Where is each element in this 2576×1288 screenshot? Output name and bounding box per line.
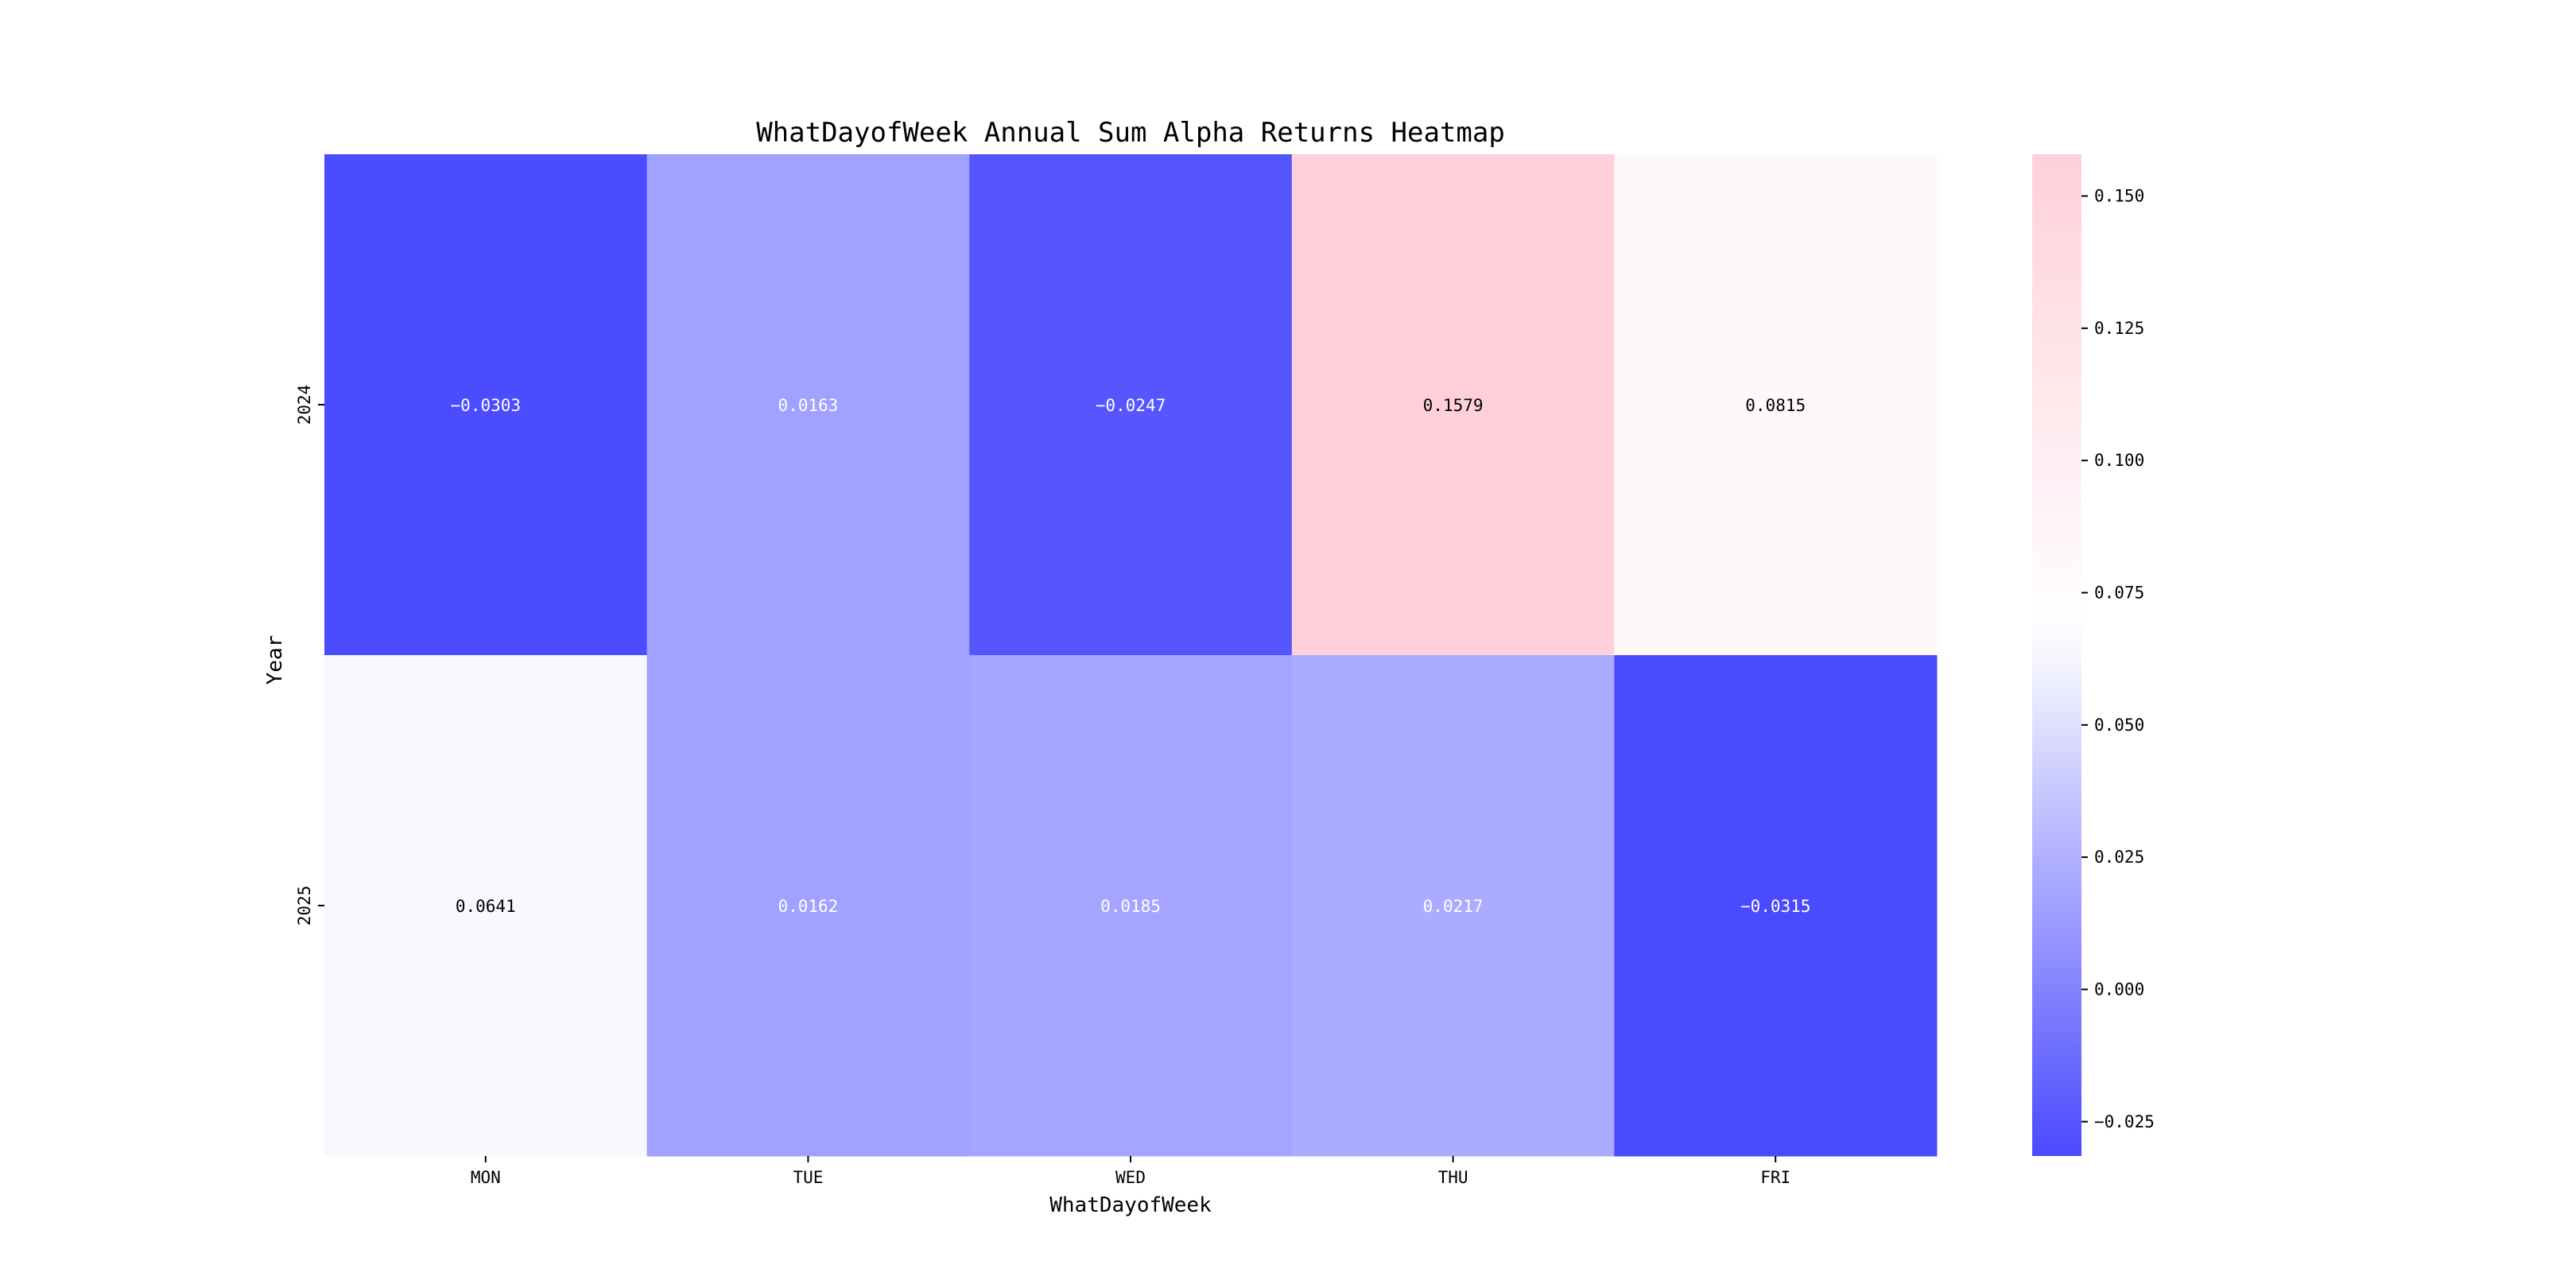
cell-value-label: 0.0217 <box>1423 897 1484 916</box>
y-tick-label: 2025 <box>295 886 314 926</box>
y-axis-ticks: 2024 2025 <box>295 385 324 926</box>
cell-value-label: 0.0163 <box>778 396 838 415</box>
x-tick-label: TUE <box>793 1168 823 1187</box>
colorbar: 0.150 0.125 0.100 0.075 0.050 0.025 0.000 −0.02… <box>2032 154 2155 1156</box>
cell-value-label: 0.0185 <box>1100 897 1161 916</box>
x-tick-label: THU <box>1438 1168 1468 1187</box>
cell-value-label: −0.0247 <box>1096 396 1166 415</box>
colorbar-tick-label: 0.050 <box>2094 716 2144 735</box>
x-tick-label: FRI <box>1760 1168 1790 1187</box>
heatmap-cell-2025-tue <box>646 655 970 1157</box>
colorbar-tick-label: 0.125 <box>2094 319 2144 338</box>
heatmap-cell-2025-fri <box>1614 655 1938 1157</box>
y-axis-label: Year <box>263 635 287 685</box>
colorbar-gradient <box>2032 154 2081 1156</box>
colorbar-tick-label: 0.100 <box>2094 451 2144 470</box>
x-tick-label: MON <box>471 1168 501 1187</box>
heatmap-cell-2024-tue <box>646 154 970 656</box>
cell-value-label: 0.1579 <box>1423 396 1484 415</box>
y-tick-label: 2024 <box>295 385 314 425</box>
colorbar-tick-label: 0.025 <box>2094 848 2144 867</box>
cell-value-label: 0.0815 <box>1745 396 1806 415</box>
heatmap-cell-2025-mon <box>324 655 648 1157</box>
heatmap-cell-2024-thu <box>1291 154 1615 656</box>
heatmap-cell-2024-mon <box>324 154 648 656</box>
cell-value-label: 0.0641 <box>456 897 516 916</box>
cell-value-label: −0.0315 <box>1740 897 1811 916</box>
heatmap-cells: −0.0303 0.0163 −0.0247 0.1579 0.0815 0.0641 0.… <box>324 154 1938 1157</box>
heatmap-cell-2024-wed <box>969 154 1293 656</box>
cell-value-label: −0.0303 <box>451 396 522 415</box>
x-tick-label: WED <box>1115 1168 1146 1187</box>
x-axis-label: WhatDayofWeek <box>1049 1193 1212 1217</box>
heatmap-cell-2025-thu <box>1291 655 1615 1157</box>
colorbar-tick-label: −0.025 <box>2094 1112 2155 1131</box>
x-axis-ticks: MON TUE WED THU FRI <box>471 1156 1790 1187</box>
colorbar-tick-label: 0.150 <box>2094 187 2144 206</box>
heatmap-cell-2025-wed <box>969 655 1293 1157</box>
heatmap-cell-2024-fri <box>1614 154 1938 656</box>
colorbar-tick-label: 0.000 <box>2094 980 2144 999</box>
chart-title: WhatDayofWeek Annual Sum Alpha Returns H… <box>756 117 1505 149</box>
colorbar-tick-label: 0.075 <box>2094 583 2144 602</box>
cell-value-label: 0.0162 <box>778 897 838 916</box>
